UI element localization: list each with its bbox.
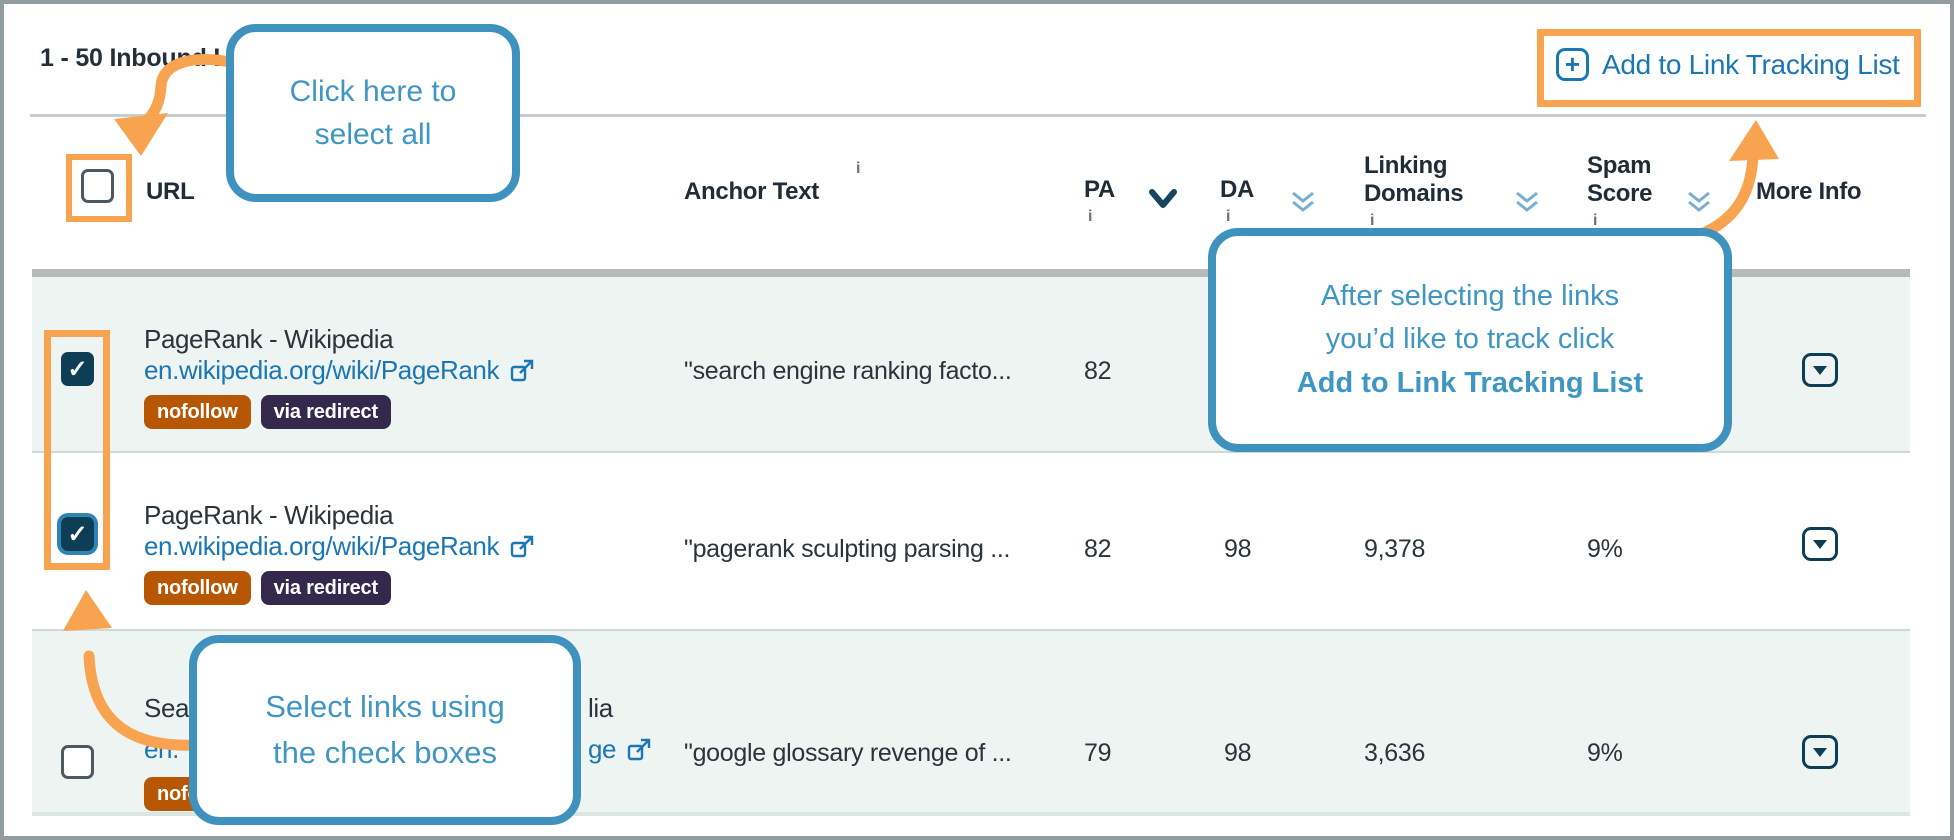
da-sort-chevron-icon[interactable] [1290, 190, 1316, 216]
callout-select-all-line1: Click here to [289, 74, 457, 108]
linking-domains-line2: Domains [1364, 180, 1464, 207]
row1-url-link[interactable]: en.wikipedia.org/wiki/PageRank [144, 355, 535, 386]
row1-page-title: PageRank - Wikipedia [144, 324, 394, 354]
column-header-url: URL [146, 178, 195, 205]
da-info-icon[interactable]: i [1226, 208, 1231, 225]
header-divider [30, 114, 1926, 117]
callout-select-all-line2: select all [314, 118, 432, 151]
column-header-more-info: More Info [1756, 178, 1862, 205]
linking-domains-sort-chevron-icon[interactable] [1514, 190, 1540, 216]
column-header-pa[interactable]: PA [1084, 176, 1115, 203]
pa-info-icon[interactable]: i [1088, 208, 1093, 225]
table-row: ✓ PageRank - Wikipedia en.wikipedia.org/… [32, 451, 1910, 629]
row1-more-info-button[interactable] [1802, 353, 1838, 387]
row2-da-value: 98 [1224, 535, 1252, 563]
row3-url-link-fragment-end[interactable]: ge [588, 734, 652, 765]
row2-pa-value: 82 [1084, 535, 1112, 563]
caret-down-icon [1813, 365, 1827, 375]
external-link-icon [627, 738, 651, 760]
select-all-arrowhead-icon [114, 113, 168, 156]
spam-score-info-icon[interactable]: i [1593, 212, 1598, 229]
row2-more-info-button[interactable] [1802, 527, 1838, 561]
add-to-link-tracking-list-button[interactable]: + Add to Link Tracking List [1556, 48, 1900, 81]
add-button-arrow [1700, 148, 1759, 238]
row3-linking-domains-value: 3,636 [1364, 739, 1426, 767]
row1-anchor-text: "search engine ranking facto... [684, 357, 1012, 385]
row2-spam-score-value: 9% [1587, 535, 1623, 563]
row3-more-info-button[interactable] [1802, 735, 1838, 769]
spam-score-line2: Score [1587, 180, 1653, 207]
row3-da-value: 98 [1224, 739, 1252, 767]
row3-page-title-fragment-start: Sea [144, 693, 190, 723]
row2-anchor-text: "pagerank sculpting parsing ... [684, 535, 1011, 563]
select-all-checkbox[interactable] [81, 169, 114, 203]
row2-url-text: en.wikipedia.org/wiki/PageRank [144, 531, 500, 561]
nofollow-badge: nofollow [144, 777, 251, 811]
row2-page-title: PageRank - Wikipedia [144, 500, 394, 530]
row3-anchor-text: "google glossary revenge of ... [684, 739, 1012, 767]
column-header-anchor-text: Anchor Text [684, 178, 819, 205]
column-header-linking-domains[interactable]: Linking Domains [1364, 152, 1464, 208]
row3-url-link-fragment-start[interactable]: en. [144, 734, 179, 765]
table-bottom-divider [32, 812, 1910, 816]
table-row: Sea lia en. ge nofollow "google glossary… [32, 629, 1910, 812]
add-button-arrowhead-icon [1729, 120, 1779, 161]
column-header-da[interactable]: DA [1220, 176, 1255, 203]
plus-icon: + [1556, 48, 1589, 81]
spam-score-sort-chevron-icon[interactable] [1686, 190, 1712, 216]
row1-pa-value: 82 [1084, 357, 1112, 385]
anchor-text-info-icon[interactable]: i [856, 160, 861, 177]
caret-down-icon [1813, 539, 1827, 549]
row3-pa-value: 79 [1084, 739, 1112, 767]
results-range-heading: 1 - 50 Inbound Links [40, 44, 278, 72]
row1-url-text: en.wikipedia.org/wiki/PageRank [144, 355, 500, 385]
row3-url-text-end: ge [588, 734, 617, 764]
row2-checkbox[interactable]: ✓ [61, 517, 94, 551]
row2-linking-domains-value: 9,378 [1364, 535, 1426, 563]
nofollow-badge: nofollow [144, 571, 251, 605]
nofollow-badge: nofollow [144, 395, 251, 429]
row2-url-link[interactable]: en.wikipedia.org/wiki/PageRank [144, 531, 535, 562]
row3-url-text-start: en. [144, 734, 179, 764]
external-link-icon [510, 359, 534, 381]
row1-checkbox[interactable]: ✓ [61, 352, 94, 386]
spam-score-line1: Spam [1587, 152, 1652, 179]
via-redirect-badge: via redirect [260, 571, 391, 605]
row3-spam-score-value: 9% [1587, 739, 1623, 767]
pa-sort-active-chevron-icon[interactable] [1148, 188, 1178, 210]
linking-domains-line1: Linking [1364, 152, 1448, 179]
row3-checkbox[interactable] [61, 745, 94, 779]
linking-domains-info-icon[interactable]: i [1370, 212, 1375, 229]
table-row: ✓ PageRank - Wikipedia en.wikipedia.org/… [32, 269, 1910, 451]
add-to-link-tracking-list-label: Add to Link Tracking List [1602, 48, 1900, 80]
via-redirect-badge: via redirect [260, 395, 391, 429]
external-link-icon [510, 535, 534, 557]
column-header-spam-score[interactable]: Spam Score [1587, 152, 1653, 208]
checkmark-icon: ✓ [67, 355, 88, 383]
row3-page-title-fragment-end: lia [588, 693, 613, 723]
caret-down-icon [1813, 747, 1827, 757]
checkmark-icon: ✓ [67, 520, 88, 548]
